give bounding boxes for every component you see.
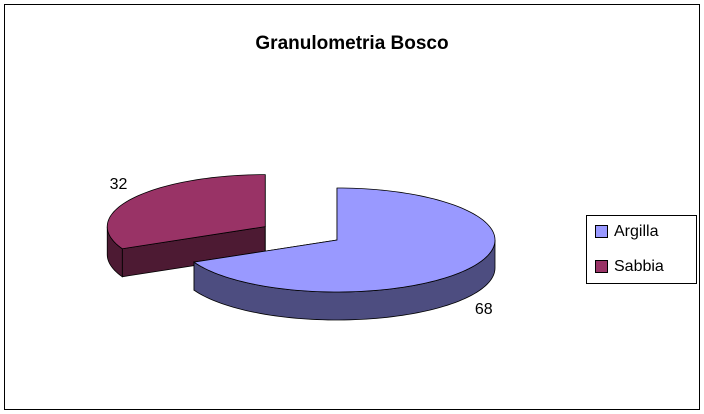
legend-swatch <box>595 260 608 273</box>
chart-title: Granulometria Bosco <box>255 33 448 54</box>
legend: Argilla Sabbia <box>586 215 697 284</box>
pie: 32 68 <box>106 174 496 321</box>
legend-label: Argilla <box>614 223 659 240</box>
legend-swatch <box>595 225 608 238</box>
data-label: 68 <box>475 301 493 318</box>
data-label: 32 <box>110 176 128 193</box>
slice <box>106 174 266 250</box>
slice <box>192 187 496 293</box>
legend-label: Sabbia <box>614 258 664 275</box>
